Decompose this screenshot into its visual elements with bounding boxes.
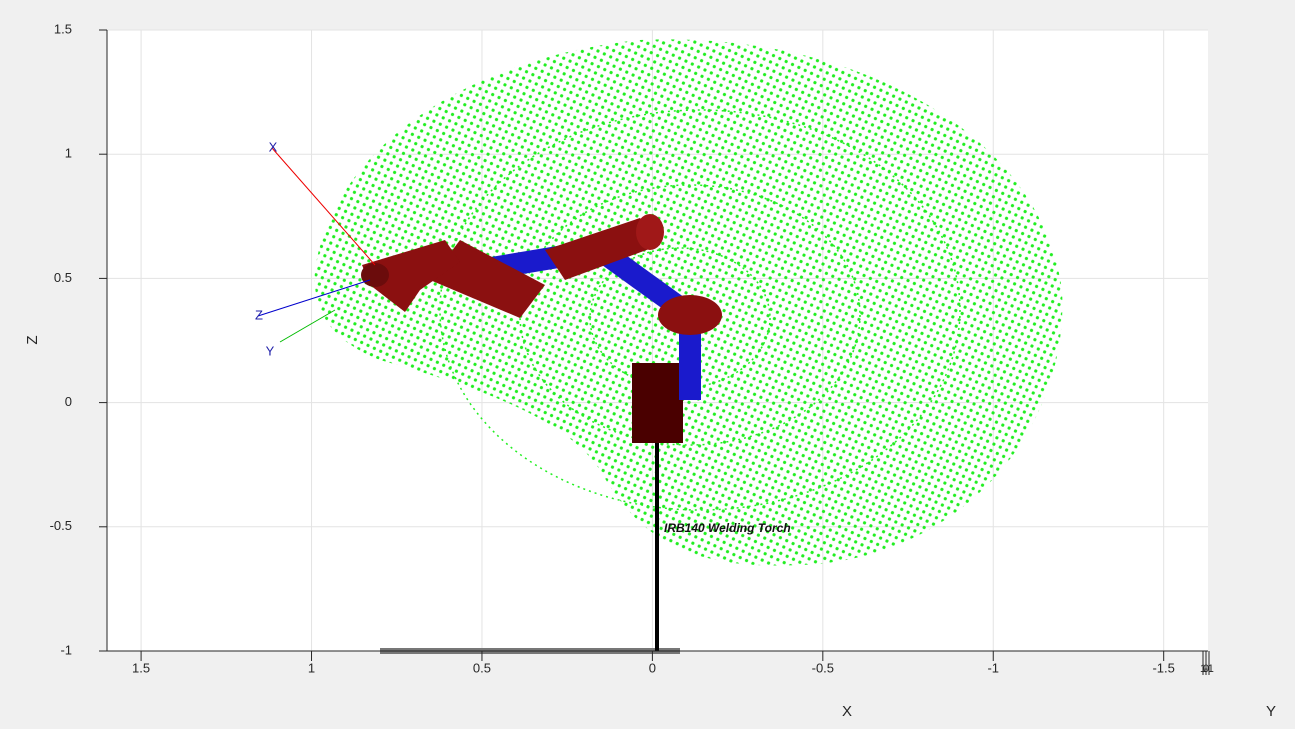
robot-name: IRB140 Welding Torch	[664, 521, 791, 535]
joint	[658, 295, 722, 335]
frame-label: Z	[255, 307, 263, 322]
z-tick-label: -1	[60, 642, 72, 657]
x-tick-label: 0	[649, 660, 656, 675]
y-axis-label: Y	[1266, 703, 1276, 720]
frame-y-axis	[279, 309, 336, 343]
wrist	[362, 240, 460, 312]
x-tick-label: -1.5	[1152, 660, 1174, 675]
z-tick-label: -0.5	[50, 518, 72, 533]
z-tick-label: 0	[65, 394, 72, 409]
z-tick-label: 1.5	[54, 21, 72, 36]
y-tick-label: -1	[1204, 663, 1214, 675]
workspace-ring	[439, 109, 961, 511]
z-tick-label: 0.5	[54, 270, 72, 285]
y-tick-label: 0	[1203, 663, 1209, 675]
x-tick-label: 0.5	[473, 660, 491, 675]
x-tick-label: -0.5	[812, 660, 834, 675]
frame-x-axis	[271, 147, 376, 266]
base	[632, 363, 683, 443]
x-tick-label: 1	[308, 660, 315, 675]
x-tick-label: -1	[987, 660, 999, 675]
upper-arm	[545, 218, 660, 280]
tool-frame: X Z Y	[255, 139, 376, 358]
forearm	[430, 240, 545, 318]
frame-label: X	[269, 139, 278, 154]
x-axis-label: X	[842, 703, 852, 720]
tool	[361, 263, 389, 287]
robot	[361, 214, 722, 654]
frame-z-axis	[257, 279, 371, 317]
workspace-ring	[519, 184, 861, 446]
links	[448, 239, 701, 400]
x-tick-label: 1.5	[132, 660, 150, 675]
z-tick-label: 1	[65, 146, 72, 161]
y-tick-label: 1	[1200, 663, 1206, 675]
z-axis-label: Z	[24, 335, 41, 344]
frame-label: Y	[266, 343, 275, 358]
joint	[636, 214, 664, 250]
